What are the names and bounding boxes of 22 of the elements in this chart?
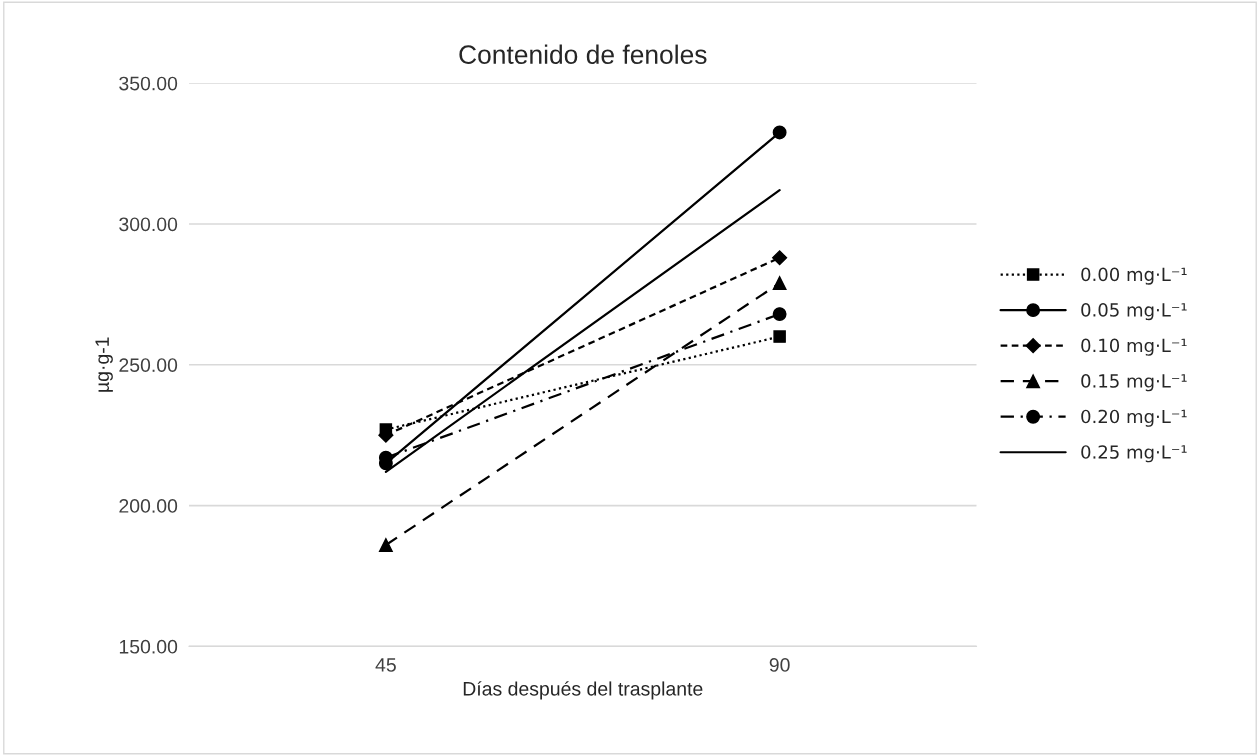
legend-label: 0.05 mg·L⁻¹ [1081, 303, 1187, 321]
y-tick-label: 350.00 [119, 76, 178, 91]
legend-label: 0.10 mg·L⁻¹ [1081, 338, 1187, 356]
y-axis-title: µg·g-1 [95, 337, 113, 392]
legend-label: 0.20 mg·L⁻¹ [1081, 409, 1187, 427]
point [772, 307, 787, 322]
point [772, 125, 787, 140]
y-tick-label: 250.00 [119, 358, 178, 373]
x-axis-title: Días después del trasplante [463, 681, 703, 700]
y-tick-label: 150.00 [119, 639, 178, 654]
x-tick-label: 45 [375, 658, 396, 672]
point [378, 538, 393, 552]
legend-label: 0.00 mg·L⁻¹ [1081, 267, 1187, 285]
point [773, 330, 786, 343]
point [772, 276, 787, 291]
chart-title: Contenido de fenoles [459, 44, 707, 64]
legend-label: 0.25 mg·L⁻¹ [1081, 445, 1187, 463]
y-tick-label: 300.00 [119, 217, 178, 232]
x-tick-label: 90 [769, 658, 790, 672]
point [772, 250, 788, 266]
legend-label: 0.15 mg·L⁻¹ [1081, 374, 1187, 392]
y-tick-label: 200.00 [119, 499, 178, 513]
